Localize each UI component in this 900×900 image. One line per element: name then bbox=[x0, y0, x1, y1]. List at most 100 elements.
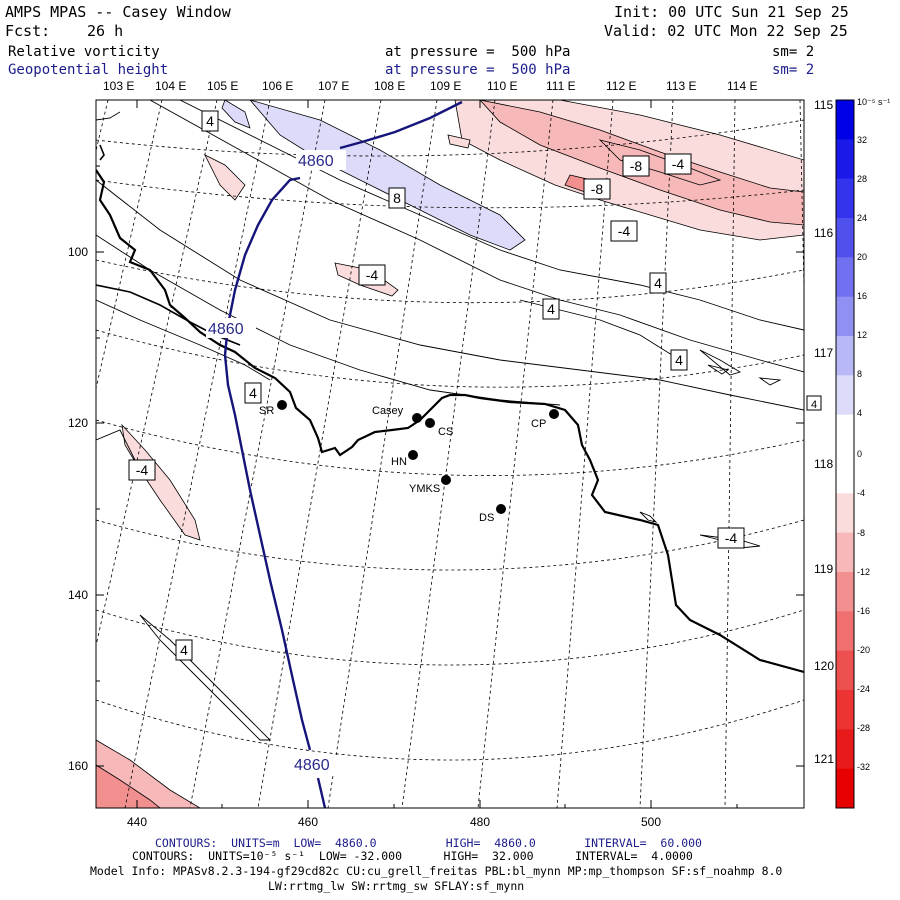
station-marker-sr[interactable] bbox=[277, 400, 287, 410]
colorbar-frame bbox=[835, 99, 855, 809]
positive-vorticity-area bbox=[221, 100, 251, 129]
svg-text:4: 4 bbox=[547, 301, 555, 317]
y-tick-label: 160 bbox=[68, 759, 88, 773]
vorticity-contour-labels: 4 8 -4 -4 -8 -4 -8 -4 4 4 4 4 -4 4 4 bbox=[128, 110, 822, 661]
negative-vorticity-area bbox=[96, 764, 161, 808]
station-marker-cs[interactable] bbox=[425, 418, 435, 428]
colorbar-label: 28 bbox=[857, 174, 867, 184]
colorbar-label: -8 bbox=[857, 528, 865, 538]
contour-label-box: -4 bbox=[358, 264, 386, 286]
colorbar-label: 20 bbox=[857, 252, 867, 262]
station-label-cs: CS bbox=[438, 426, 453, 438]
station-marker-cp[interactable] bbox=[549, 409, 559, 419]
lon-label: 107 E bbox=[318, 79, 349, 93]
lon-label: 110 E bbox=[487, 79, 517, 93]
model-info: Model Info: MPASv8.2.3-194-gf29cd82c CU:… bbox=[90, 864, 783, 878]
lon-label: 114 E bbox=[727, 79, 757, 93]
field1-level: at pressure = 500 hPa bbox=[385, 44, 571, 60]
colorbar-segment bbox=[836, 257, 854, 298]
svg-text:-4: -4 bbox=[366, 267, 379, 283]
station-label-casey: Casey bbox=[372, 405, 404, 417]
top-lon-labels: 103 E 104 E 105 E 106 E 107 E 108 E 109 … bbox=[103, 79, 757, 93]
y-tick-label: 120 bbox=[68, 416, 88, 430]
height-label: 4860 bbox=[298, 153, 334, 170]
model-physics-info: LW:rrtmg_lw SW:rrtmg_sw SFLAY:sf_mynn bbox=[268, 879, 525, 893]
forecast-label: Fcst: bbox=[5, 22, 51, 40]
station-label-sr: SR bbox=[259, 405, 274, 417]
x-tick-label: 500 bbox=[641, 815, 661, 829]
contour-label-box: 4 bbox=[649, 272, 667, 294]
svg-text:4: 4 bbox=[811, 399, 817, 411]
colorbar-segment bbox=[836, 414, 854, 455]
station-marker-ds[interactable] bbox=[496, 504, 506, 514]
forecast-hour: 26 h bbox=[87, 22, 124, 40]
colorbar-label: 0 bbox=[857, 449, 862, 459]
svg-text:4: 4 bbox=[180, 642, 188, 658]
colorbar-segment bbox=[836, 375, 854, 416]
svg-text:4: 4 bbox=[249, 385, 257, 401]
colorbar-label: 12 bbox=[857, 330, 867, 340]
colorbar-label: 16 bbox=[857, 291, 867, 301]
negative-vorticity-area bbox=[447, 134, 471, 149]
colorbar-label: -24 bbox=[857, 684, 870, 694]
contour-label-box: 8 bbox=[388, 187, 406, 209]
colorbar-segment bbox=[836, 650, 854, 691]
station-label-hn: HN bbox=[391, 456, 407, 468]
station-label-cp: CP bbox=[531, 418, 546, 430]
station-label-ymks: YMKS bbox=[409, 483, 440, 495]
colorbar-segment bbox=[836, 139, 854, 180]
colorbar-segment bbox=[836, 493, 854, 534]
x-tick-label: 440 bbox=[127, 815, 147, 829]
vorticity-shading bbox=[96, 100, 804, 808]
svg-text:-8: -8 bbox=[591, 181, 604, 197]
colorbar-label: -32 bbox=[857, 762, 870, 772]
contour-label-box: 4 bbox=[175, 639, 193, 661]
lon-label: 109 E bbox=[430, 79, 461, 93]
left-ticks bbox=[96, 165, 804, 767]
colorbar-segment bbox=[836, 532, 854, 573]
coastline bbox=[96, 169, 804, 674]
plot-frame bbox=[95, 99, 805, 809]
contour-label-box: -4 bbox=[717, 527, 745, 549]
svg-text:4: 4 bbox=[654, 275, 662, 291]
colorbar-label: 24 bbox=[857, 213, 867, 223]
field2-smoothing: sm= 2 bbox=[772, 62, 815, 78]
svg-text:4: 4 bbox=[675, 352, 683, 368]
colorbar-segment bbox=[836, 768, 854, 809]
x-tick-label: 460 bbox=[298, 815, 318, 829]
height-contour-info: CONTOURS: UNITS=m LOW= 4860.0 HIGH= 4860… bbox=[155, 836, 702, 850]
station-marker-ymks[interactable] bbox=[441, 475, 451, 485]
colorbar-label: -20 bbox=[857, 645, 870, 655]
svg-text:4: 4 bbox=[206, 113, 214, 129]
colorbar-segment bbox=[836, 454, 854, 494]
lon-label: 108 E bbox=[374, 79, 405, 93]
height-contour-4860 bbox=[223, 100, 463, 808]
station-label-ds: DS bbox=[479, 512, 494, 524]
lon-label: 104 E bbox=[155, 79, 186, 93]
colorbar-label: -28 bbox=[857, 723, 870, 733]
field1-smoothing: sm= 2 bbox=[772, 44, 815, 60]
colorbar-label: -12 bbox=[857, 567, 870, 577]
y-tick-label: 140 bbox=[68, 588, 88, 602]
latlon-grid bbox=[96, 100, 804, 808]
svg-text:-4: -4 bbox=[672, 156, 685, 172]
colorbar-segment bbox=[836, 336, 854, 376]
colorbar-label: 32 bbox=[857, 135, 867, 145]
lon-label: 111 E bbox=[546, 79, 576, 93]
height-contour-labels: 4860 4860 4860 bbox=[206, 150, 346, 775]
init-time: Init: 00 UTC Sun 21 Sep 25 bbox=[614, 3, 849, 21]
contour-label-box: -8 bbox=[622, 155, 650, 177]
field1-name: Relative vorticity bbox=[8, 44, 160, 60]
station-marker-casey[interactable] bbox=[412, 413, 422, 423]
bottom-ticks bbox=[136, 100, 738, 808]
negative-vorticity-area bbox=[121, 423, 201, 541]
station-marker-hn[interactable] bbox=[408, 450, 418, 460]
vorticity-contour-info: CONTOURS: UNITS=10⁻⁵ s⁻¹ LOW= -32.000 HI… bbox=[132, 849, 693, 863]
bottom-tick-labels: 440 460 480 500 bbox=[127, 815, 661, 829]
lon-label: 103 E bbox=[103, 79, 134, 93]
contour-label-box: -4 bbox=[128, 459, 156, 481]
colorbar-label: -4 bbox=[857, 488, 865, 498]
valid-time: Valid: 02 UTC Mon 22 Sep 25 bbox=[604, 22, 848, 40]
colorbar-segment bbox=[836, 572, 854, 612]
svg-text:8: 8 bbox=[393, 190, 401, 206]
